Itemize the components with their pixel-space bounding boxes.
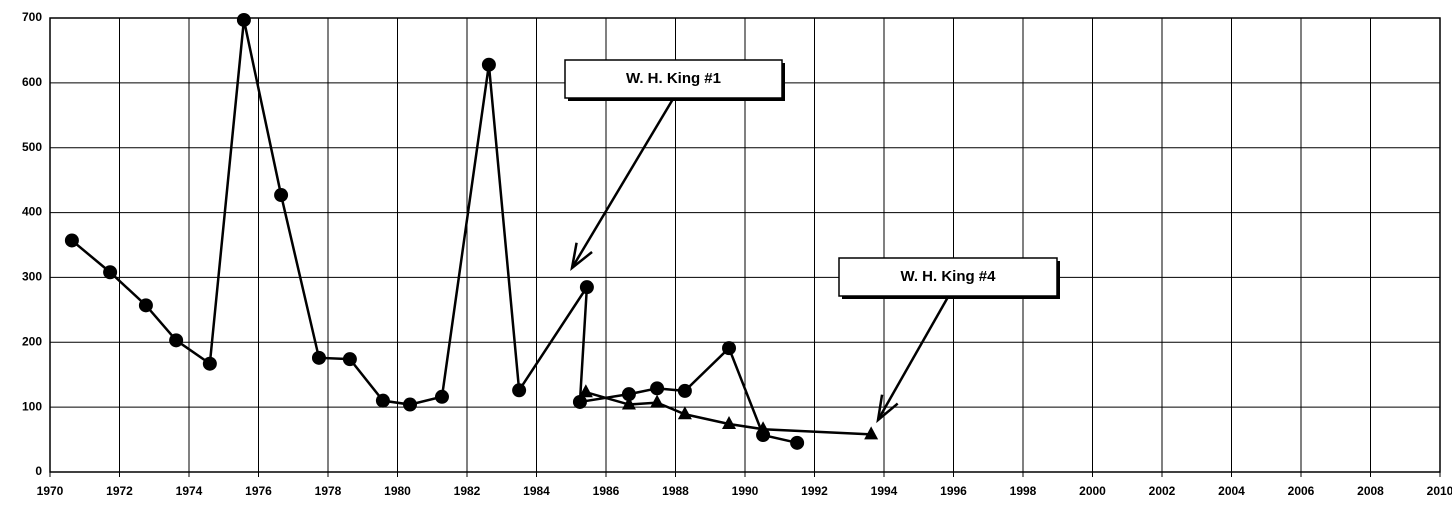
x-tick-label: 1984 — [523, 484, 550, 498]
x-tick-label: 1994 — [871, 484, 898, 498]
x-tick-label: 2002 — [1149, 484, 1176, 498]
y-tick-label: 500 — [22, 140, 42, 154]
marker — [342, 352, 357, 367]
marker — [621, 396, 636, 410]
marker — [677, 406, 692, 420]
x-tick-label: 2006 — [1288, 484, 1315, 498]
y-tick-label: 600 — [22, 75, 42, 89]
x-tick-label: 1998 — [1010, 484, 1037, 498]
annotation-arrow — [876, 296, 950, 421]
annotation-text: W. H. King #4 — [900, 268, 996, 285]
x-tick-label: 1988 — [662, 484, 689, 498]
marker — [202, 356, 217, 371]
x-tick-label: 1976 — [245, 484, 272, 498]
x-tick-label: 2000 — [1079, 484, 1106, 498]
marker — [138, 298, 153, 313]
marker — [572, 394, 587, 409]
marker — [650, 394, 665, 408]
x-tick-label: 1986 — [593, 484, 620, 498]
marker — [274, 188, 289, 203]
annotation-text: W. H. King #1 — [626, 70, 721, 87]
marker — [756, 421, 771, 435]
marker — [236, 12, 251, 27]
annotation-arrowhead — [876, 394, 899, 424]
x-tick-label: 1974 — [176, 484, 203, 498]
marker — [722, 416, 737, 430]
marker — [512, 383, 527, 398]
marker — [864, 426, 879, 440]
y-tick-label: 300 — [22, 270, 42, 284]
marker — [677, 383, 692, 398]
marker — [403, 397, 418, 412]
x-tick-label: 1978 — [315, 484, 342, 498]
marker — [650, 381, 665, 396]
y-tick-label: 0 — [35, 464, 42, 478]
annotation-box — [564, 59, 783, 99]
y-tick-label: 400 — [22, 205, 42, 219]
annotation-arrowhead — [570, 242, 593, 272]
marker — [311, 350, 326, 365]
marker — [578, 384, 593, 398]
marker — [790, 435, 805, 450]
series-line — [71, 19, 798, 445]
annotation-box — [838, 257, 1058, 297]
annotation-arrow — [570, 98, 675, 269]
x-tick-label: 2010 — [1427, 484, 1452, 498]
marker — [722, 341, 737, 356]
x-tick-label: 1972 — [106, 484, 133, 498]
x-tick-label: 2008 — [1357, 484, 1384, 498]
marker — [579, 280, 594, 295]
x-tick-label: 1970 — [37, 484, 64, 498]
x-tick-label: 1996 — [940, 484, 967, 498]
marker — [169, 333, 184, 348]
marker — [621, 387, 636, 402]
y-tick-label: 700 — [22, 10, 42, 24]
marker — [375, 393, 390, 408]
marker — [103, 265, 118, 280]
x-tick-label: 1990 — [732, 484, 759, 498]
x-tick-label: 1982 — [454, 484, 481, 498]
x-tick-label: 2004 — [1218, 484, 1245, 498]
x-tick-label: 1980 — [384, 484, 411, 498]
y-tick-label: 200 — [22, 334, 42, 348]
x-tick-label: 1992 — [801, 484, 828, 498]
marker — [434, 389, 449, 404]
y-tick-label: 100 — [22, 399, 42, 413]
marker — [481, 57, 496, 72]
marker — [64, 233, 79, 248]
